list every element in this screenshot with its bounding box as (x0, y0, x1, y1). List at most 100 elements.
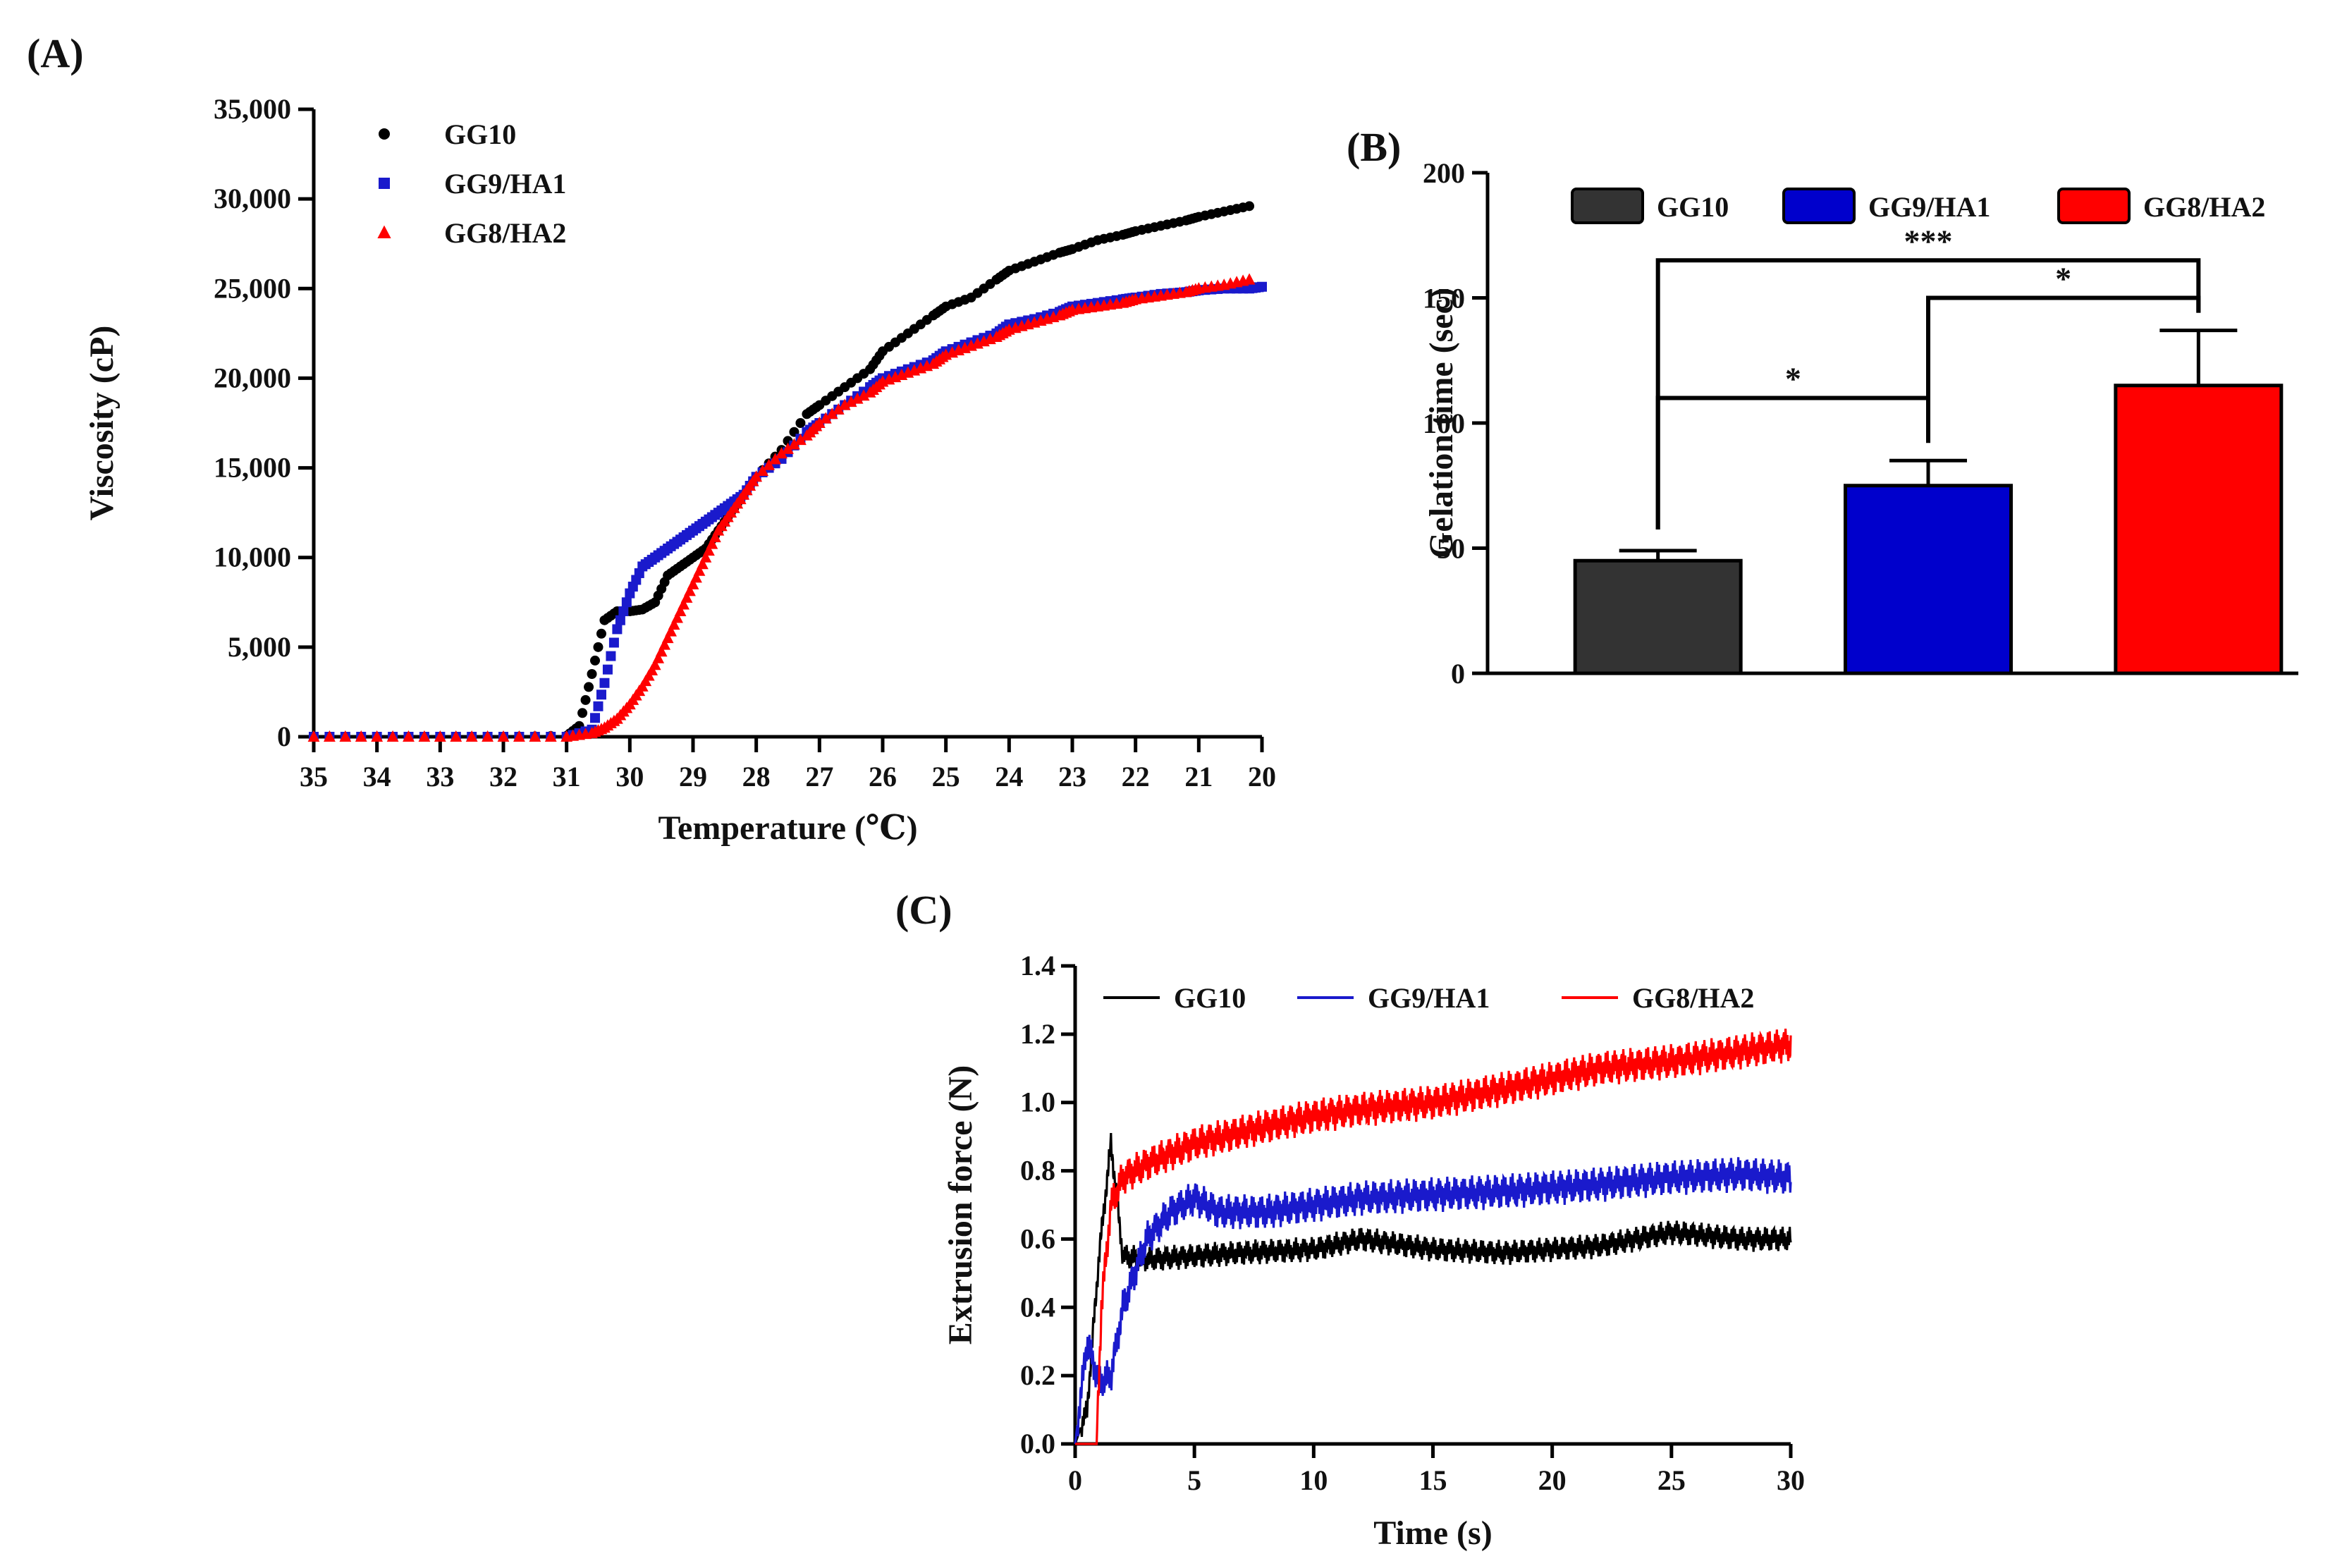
data-point (1243, 273, 1256, 285)
legend-swatch (2057, 188, 2131, 224)
data-point (529, 730, 541, 742)
data-point (324, 730, 336, 742)
y-tick-label: 0.4 (1020, 1291, 1055, 1323)
data-point (826, 408, 838, 419)
y-tick-label: 1.0 (1020, 1086, 1055, 1118)
y-axis-title: Gelation time (sec) (1423, 288, 1460, 558)
legend-label: GG8/HA2 (444, 217, 566, 249)
series-gg10 (309, 201, 1255, 742)
data-point (658, 638, 671, 650)
data-point (703, 544, 715, 556)
legend-label: GG8/HA2 (2143, 191, 2265, 223)
data-point (386, 730, 399, 742)
significance-bracket (1655, 258, 2201, 530)
x-tick-label: 30 (1777, 1464, 1805, 1496)
legend-marker (379, 128, 390, 140)
data-point (612, 624, 623, 635)
data-point (355, 730, 367, 742)
data-point (602, 664, 613, 675)
y-tick-label: 0.6 (1020, 1223, 1055, 1254)
x-tick-label: 5 (1187, 1464, 1201, 1496)
x-tick-label: 35 (300, 761, 328, 792)
legend-label: GG9/HA1 (444, 168, 566, 200)
data-point (513, 730, 525, 742)
x-tick-label: 25 (1657, 1464, 1686, 1496)
y-tick-label: 150 (1423, 283, 1465, 314)
legend-marker (379, 178, 390, 189)
y-tick-label: 30,000 (214, 183, 291, 214)
y-tick-label: 100 (1423, 408, 1465, 439)
y-tick-label: 5,000 (228, 631, 291, 663)
data-point (482, 730, 494, 742)
legend-label: GG9/HA1 (1368, 982, 1490, 1014)
x-tick-label: 29 (679, 761, 707, 792)
x-axis-title: Time (s) (1373, 1514, 1492, 1552)
data-point (697, 558, 709, 570)
data-point (668, 618, 680, 630)
data-point (418, 730, 431, 742)
bar-gg8-ha2 (2114, 384, 2284, 675)
panel-c-label: (C) (895, 887, 952, 933)
significance-label: *** (1904, 223, 1953, 259)
x-tick-label: 32 (489, 761, 517, 792)
data-point (596, 690, 606, 700)
data-point (580, 694, 591, 705)
data-point (763, 458, 775, 470)
data-point (680, 591, 693, 603)
data-point (671, 611, 683, 623)
y-tick-label: 1.2 (1020, 1018, 1055, 1050)
x-tick-label: 33 (426, 761, 454, 792)
y-tick-label: 1.4 (1020, 950, 1055, 981)
data-point (615, 615, 625, 625)
legend-label: GG10 (444, 118, 516, 150)
x-tick-label: 21 (1184, 761, 1213, 792)
data-point (596, 628, 606, 639)
data-point (618, 606, 629, 616)
data-point (769, 453, 781, 465)
y-tick-label: 0 (277, 721, 291, 752)
data-point (832, 403, 845, 415)
data-point (577, 708, 588, 718)
data-point (593, 701, 603, 711)
x-tick-label: 24 (995, 761, 1023, 792)
data-point (307, 730, 320, 742)
data-point (838, 398, 851, 410)
data-point (1257, 281, 1267, 292)
data-point (465, 730, 478, 742)
data-point (655, 645, 668, 657)
data-point (665, 625, 678, 637)
panel-a-label: (A) (27, 30, 84, 76)
series-gg8-ha2 (307, 273, 1256, 742)
data-point (756, 464, 769, 477)
x-tick-label: 0 (1068, 1464, 1082, 1496)
x-tick-label: 22 (1122, 761, 1150, 792)
significance-label: * (1785, 361, 1801, 397)
data-point (706, 537, 718, 549)
data-point (590, 713, 601, 723)
y-tick-label: 10,000 (214, 541, 291, 573)
series-line-gg10 (1074, 1133, 1792, 1445)
y-tick-label: 0.0 (1020, 1428, 1055, 1459)
panel-c-extrusion-chart: (C) 0.0 0.2 0.4 0.6 0.8 1.0 1.2 1.4 0 5 10 15 20 25 30 T… (895, 887, 1805, 1552)
legend-label: GG9/HA1 (1868, 191, 1990, 223)
x-tick-label: 25 (932, 761, 960, 792)
data-point (497, 730, 510, 742)
data-point (782, 442, 794, 454)
x-tick-label: 15 (1419, 1464, 1447, 1496)
data-point (608, 637, 619, 648)
data-point (851, 392, 864, 404)
y-axis-title: Extrusion force (N) (942, 1065, 979, 1345)
data-point (544, 730, 557, 742)
data-point (795, 434, 807, 446)
x-tick-label: 20 (1538, 1464, 1567, 1496)
y-tick-label: 0 (1451, 658, 1465, 690)
x-tick-label: 30 (615, 761, 644, 792)
data-point (699, 551, 712, 563)
data-point (606, 651, 616, 661)
x-tick-label: 20 (1248, 761, 1276, 792)
data-point (587, 669, 597, 679)
legend-label: GG8/HA2 (1632, 982, 1754, 1014)
data-point (590, 655, 601, 666)
data-point (678, 598, 690, 610)
x-tick-label: 27 (805, 761, 833, 792)
